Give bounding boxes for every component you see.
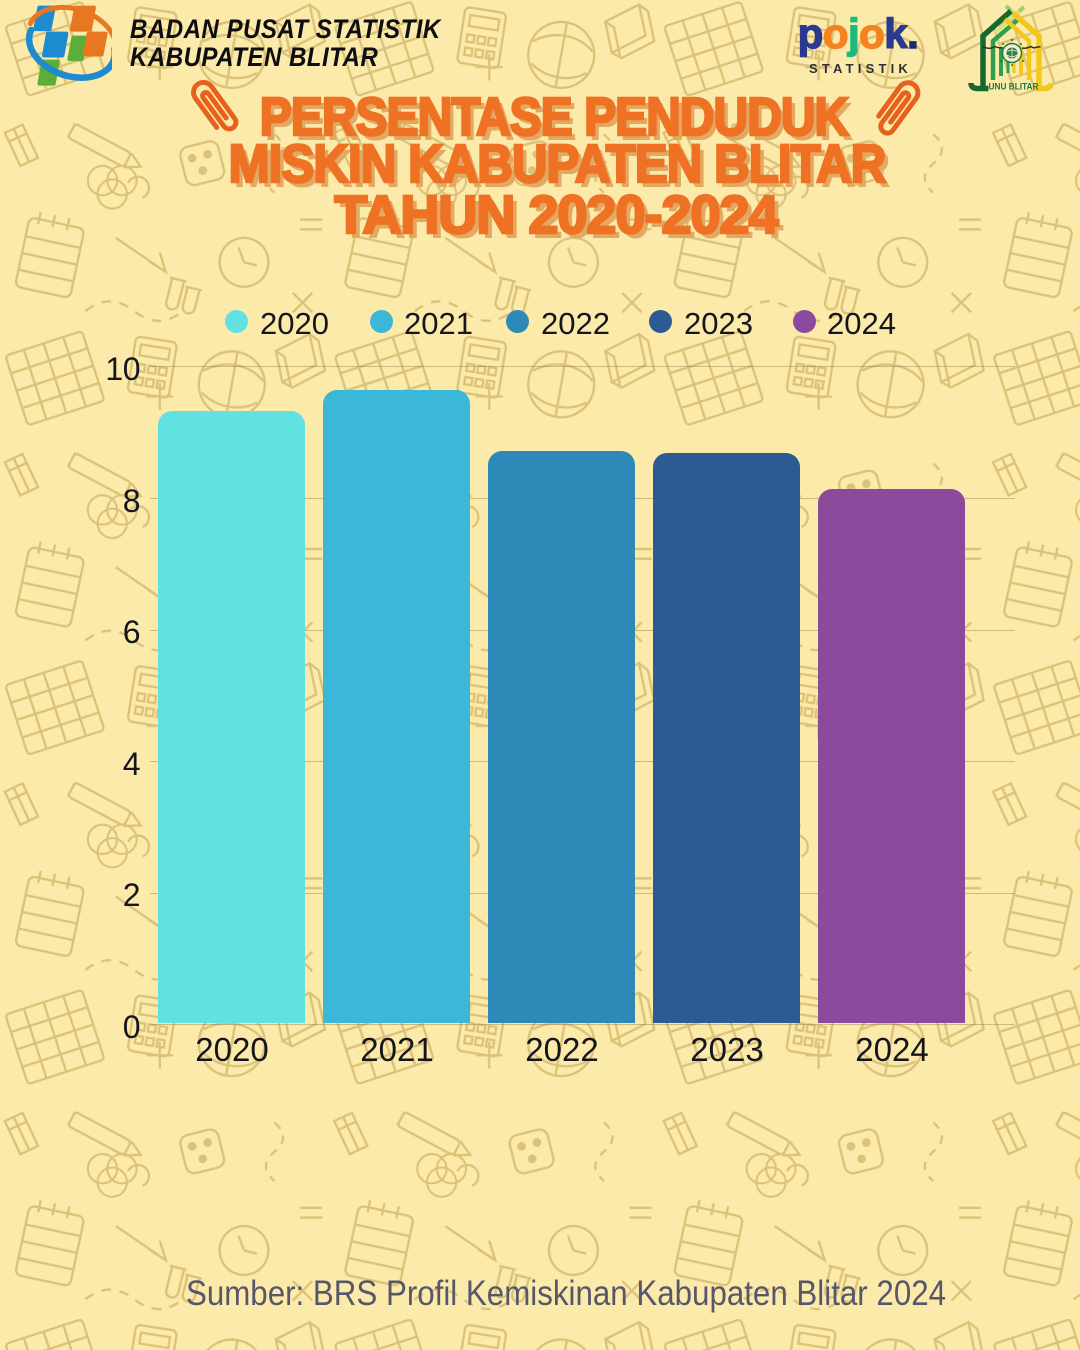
svg-text:UNU BLITAR: UNU BLITAR (989, 82, 1039, 93)
